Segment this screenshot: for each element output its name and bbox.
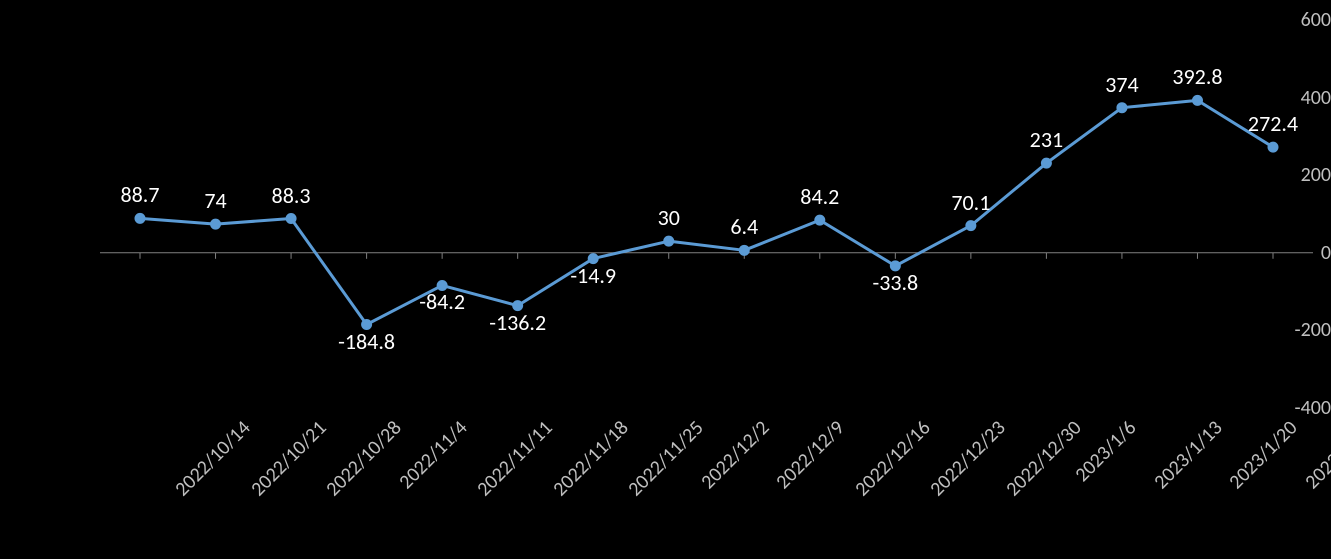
data-label: 392.8 — [1172, 63, 1222, 90]
data-label: -14.9 — [570, 262, 616, 289]
data-label: -136.2 — [489, 309, 546, 336]
series-marker — [135, 213, 145, 223]
data-label: -184.8 — [338, 328, 395, 355]
data-label: 88.7 — [120, 181, 159, 208]
series-marker — [815, 215, 825, 225]
data-label: 374 — [1105, 71, 1138, 98]
series-marker — [1041, 158, 1051, 168]
series-marker — [286, 214, 296, 224]
series-marker — [1192, 95, 1202, 105]
data-label: 30 — [658, 204, 680, 231]
y-tick-label: 400 — [1241, 86, 1331, 110]
y-tick-label: 600 — [1241, 8, 1331, 32]
series-marker — [1268, 142, 1278, 152]
data-label: 74 — [204, 187, 226, 214]
data-label: 6.4 — [730, 213, 758, 240]
data-label: 84.2 — [800, 183, 839, 210]
data-label: 231 — [1030, 126, 1063, 153]
y-tick-label: 0 — [1241, 241, 1331, 265]
series-marker — [739, 245, 749, 255]
line-chart: -400-20002004006002022/10/142022/10/2120… — [0, 0, 1331, 559]
data-label: 70.1 — [951, 189, 990, 216]
data-label: -33.8 — [872, 269, 918, 296]
series-marker — [664, 236, 674, 246]
series-line — [140, 100, 1273, 324]
series-marker — [211, 219, 221, 229]
y-tick-label: -200 — [1241, 318, 1331, 342]
data-label: -84.2 — [419, 288, 465, 315]
series-marker — [1117, 103, 1127, 113]
data-label: 272.4 — [1248, 110, 1298, 137]
data-label: 88.3 — [272, 182, 311, 209]
series-marker — [966, 221, 976, 231]
y-tick-label: 200 — [1241, 163, 1331, 187]
